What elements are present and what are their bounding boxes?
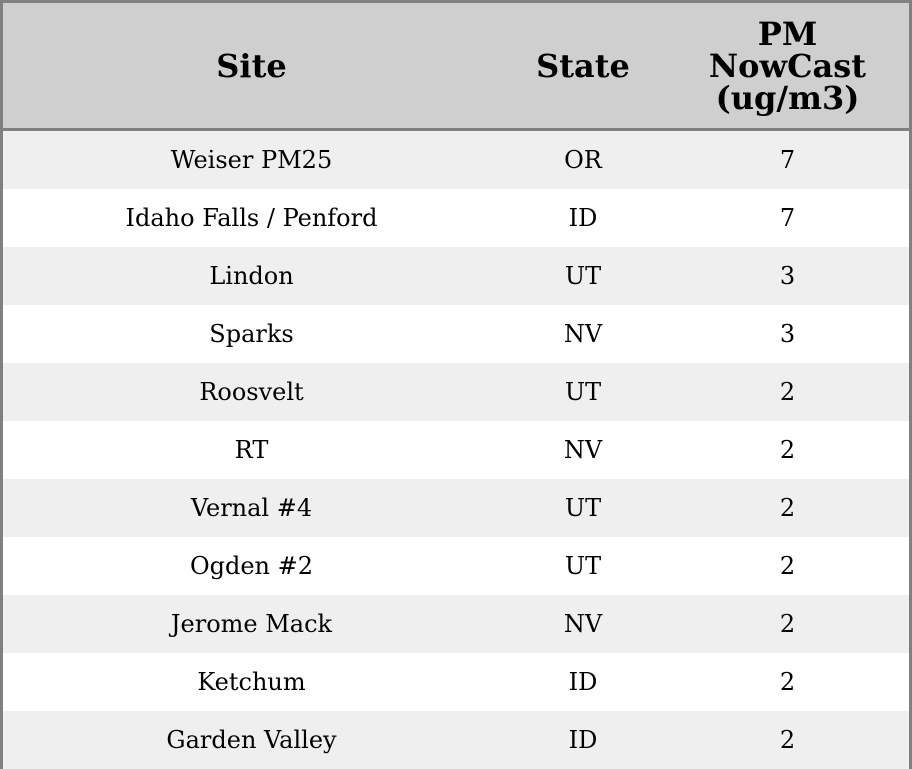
header-pm-line1: PM bbox=[757, 14, 818, 53]
cell-state: NV bbox=[563, 320, 603, 348]
cell-pm: 2 bbox=[666, 363, 909, 421]
cell-pm: 2 bbox=[779, 552, 796, 580]
cell-state: UT bbox=[500, 363, 666, 421]
cell-site: Weiser PM25 bbox=[3, 129, 500, 189]
cell-pm: 3 bbox=[779, 320, 796, 348]
cell-state: OR bbox=[500, 129, 666, 189]
cell-site: Vernal #4 bbox=[3, 479, 500, 537]
cell-site: Sparks bbox=[209, 320, 294, 348]
cell-state: ID bbox=[500, 711, 666, 769]
header-pm-line2: NowCast bbox=[708, 46, 867, 85]
cell-pm: 2 bbox=[779, 668, 796, 696]
table-row: Idaho Falls / Penford ID 7 bbox=[3, 189, 909, 247]
table-row: Jerome Mack NV 2 bbox=[3, 595, 909, 653]
header-pm-line3: (ug/m3) bbox=[715, 78, 860, 117]
cell-site: Jerome Mack bbox=[3, 595, 500, 653]
header-site: Site bbox=[3, 3, 500, 131]
cell-pm: 2 bbox=[779, 436, 796, 464]
table-row: Garden Valley ID 2 bbox=[3, 711, 909, 769]
cell-pm: 2 bbox=[666, 595, 909, 653]
cell-state: UT bbox=[500, 479, 666, 537]
cell-pm: 2 bbox=[666, 479, 909, 537]
header-pm-nowcast: PM NowCast (ug/m3) bbox=[666, 3, 909, 131]
table-row: Ogden #2 UT 2 bbox=[3, 537, 909, 595]
cell-state: ID bbox=[568, 668, 598, 696]
cell-state: UT bbox=[500, 247, 666, 305]
cell-pm: 7 bbox=[666, 129, 909, 189]
header-row: Site State PM NowCast (ug/m3) bbox=[3, 3, 909, 131]
cell-site: Ketchum bbox=[197, 668, 306, 696]
header-state: State bbox=[500, 3, 666, 131]
cell-site: Garden Valley bbox=[3, 711, 500, 769]
cell-site: Ogden #2 bbox=[189, 552, 314, 580]
cell-site: Roosvelt bbox=[3, 363, 500, 421]
cell-state: ID bbox=[568, 204, 598, 232]
cell-pm: 3 bbox=[666, 247, 909, 305]
cell-pm: 7 bbox=[779, 204, 796, 232]
cell-state: UT bbox=[564, 552, 602, 580]
cell-pm: 2 bbox=[666, 711, 909, 769]
cell-site: Lindon bbox=[3, 247, 500, 305]
pm-nowcast-table: Site State PM NowCast (ug/m3) Weiser PM2… bbox=[3, 3, 909, 769]
cell-site: Idaho Falls / Penford bbox=[125, 204, 378, 232]
table-row: Weiser PM25 OR 7 bbox=[3, 129, 909, 189]
table-row: Lindon UT 3 bbox=[3, 247, 909, 305]
cell-site: RT bbox=[234, 436, 269, 464]
cell-state: NV bbox=[500, 595, 666, 653]
table-row: RT NV 2 bbox=[3, 421, 909, 479]
table-row: Vernal #4 UT 2 bbox=[3, 479, 909, 537]
table-row: Ketchum ID 2 bbox=[3, 653, 909, 711]
cell-state: NV bbox=[563, 436, 603, 464]
table-row: Roosvelt UT 2 bbox=[3, 363, 909, 421]
table-row: Sparks NV 3 bbox=[3, 305, 909, 363]
